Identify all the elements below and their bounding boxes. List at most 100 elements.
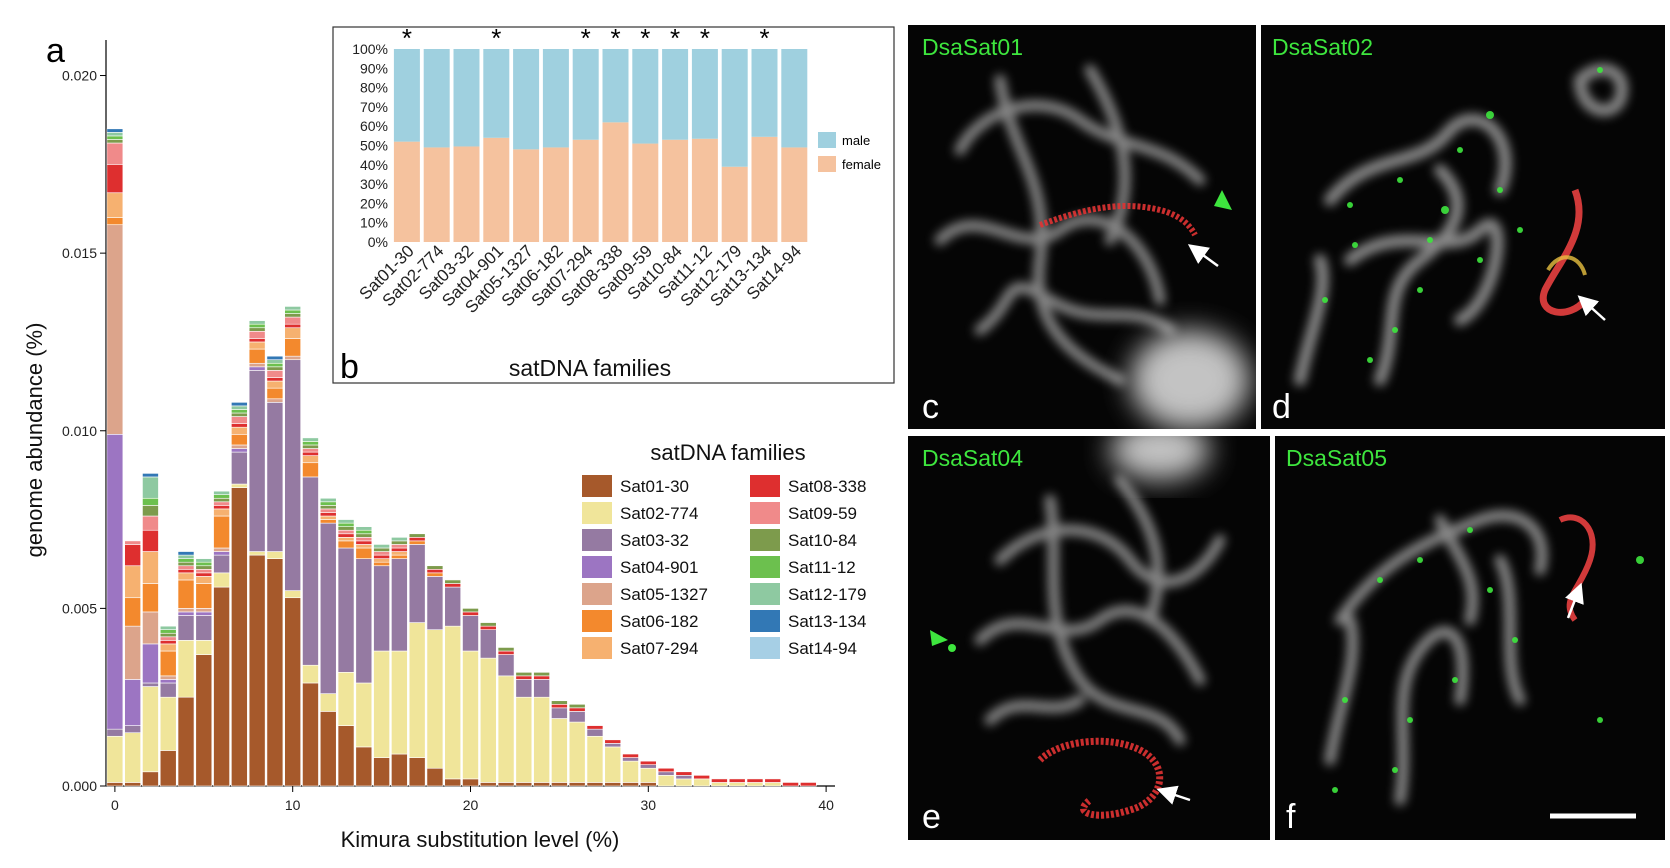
bar-segment-Sat07-294 [284, 327, 301, 339]
bar-segment-Sat03-32 [319, 522, 337, 694]
bar-segment-Sat08-338 [800, 782, 817, 787]
bar-segment-Sat07-294 [319, 515, 337, 520]
bar-segment-Sat13-134 [231, 402, 248, 407]
bar-segment-Sat02-774 [586, 735, 604, 783]
bar-segment-Sat06-182 [337, 540, 355, 549]
bar-segment-Sat04-901 [248, 366, 266, 371]
bar-segment-Sat12-179 [213, 490, 230, 496]
bar-segment-Sat12-179 [355, 526, 373, 531]
sex-ratio-bars [393, 49, 808, 242]
bar-segment-Sat07-294 [391, 551, 408, 556]
abundance-bars [106, 128, 817, 787]
legend-title: satDNA families [650, 440, 805, 465]
bar-segment-Sat11-12 [284, 309, 301, 314]
bar-segment-Sat03-32 [604, 743, 622, 748]
legend-label: Sat06-182 [620, 612, 698, 631]
bar-segment-Sat03-32 [142, 682, 159, 687]
bar-segment-Sat10-84 [266, 366, 284, 371]
bar-segment-Sat02-774 [213, 572, 230, 588]
bar-segment-Sat02-774 [444, 625, 462, 780]
legend-label: Sat04-901 [620, 558, 698, 577]
legend-swatch [750, 583, 780, 605]
bar-segment-Sat03-32 [551, 707, 568, 719]
bar-segment-Sat08-338 [657, 767, 675, 773]
bar-segment-Sat01-30 [604, 782, 622, 787]
bar-segment-Sat03-32 [373, 565, 390, 652]
bar-segment-Sat03-32 [284, 359, 301, 591]
legend-swatch [750, 529, 780, 551]
legend-swatch [750, 637, 780, 659]
significance-marks: * * * * * * * * [402, 23, 770, 53]
bar-segment-Sat11-12 [231, 409, 248, 414]
x-tick-label: 0 [111, 797, 119, 813]
bar-segment-Sat08-338 [479, 625, 497, 630]
significance-star: * [640, 23, 650, 53]
bar-segment-Sat07-294 [231, 426, 248, 435]
abundance-legend: satDNA families Sat01-30 Sat02-774 Sat03-3… [582, 440, 866, 659]
bar-segment-Sat01-30 [426, 767, 444, 787]
bar-segment-Sat07-294 [355, 544, 373, 549]
bar-segment-Sat05-1327 [106, 224, 124, 435]
micrograph-f-letter: f [1286, 798, 1296, 836]
bar-segment-Sat07-294 [159, 643, 177, 652]
bar-segment-Sat01-30 [462, 778, 479, 787]
bar-segment-Sat08-338 [782, 782, 799, 787]
bar-segment-Sat02-774 [568, 721, 586, 783]
percent-tick-label: 60% [360, 118, 388, 134]
bar-segment-Sat03-32 [444, 586, 462, 627]
bar-segment-Sat06-182 [391, 554, 408, 559]
abundance-x-label: Kimura substitution level (%) [341, 827, 620, 852]
bar-segment-Sat02-774 [640, 767, 657, 783]
bar-segment-Sat12-179 [106, 132, 124, 137]
bar-segment-Sat06-182 [355, 547, 373, 559]
bar-segment-Sat04-901 [124, 679, 141, 726]
bar-segment-Sat01-30 [106, 782, 124, 787]
bar-segment-Sat09-59 [124, 540, 141, 545]
bar-segment-Sat07-294 [213, 508, 230, 517]
ratio-bar-female [423, 147, 450, 242]
bar-segment-Sat06-182 [248, 348, 266, 364]
bar-segment-Sat05-1327 [248, 362, 266, 368]
bar-segment-Sat02-774 [284, 590, 301, 599]
bar-segment-Sat02-774 [355, 682, 373, 748]
bar-segment-Sat02-774 [462, 650, 479, 780]
significance-star: * [759, 23, 769, 53]
legend-label: Sat08-338 [788, 477, 866, 496]
bar-segment-Sat08-338 [693, 775, 710, 780]
bar-segment-Sat01-30 [533, 782, 550, 787]
bar-segment-Sat02-774 [231, 483, 248, 488]
bar-segment-Sat01-30 [408, 757, 426, 787]
bar-segment-Sat12-179 [142, 476, 159, 499]
bar-segment-Sat04-901 [231, 448, 248, 453]
bar-segment-Sat08-338 [373, 554, 390, 559]
bar-segment-Sat10-84 [337, 526, 355, 531]
ratio-bar-male [751, 49, 778, 137]
bar-segment-Sat03-32 [479, 629, 497, 659]
bar-segment-Sat09-59 [284, 316, 301, 325]
bar-segment-Sat08-338 [586, 725, 604, 730]
percent-tick-label: 20% [360, 195, 388, 211]
bar-segment-Sat10-84 [302, 444, 319, 449]
bar-segment-Sat13-134 [142, 473, 159, 478]
bar-segment-Sat06-182 [106, 217, 124, 226]
ratio-bar-male [632, 49, 659, 144]
bar-segment-Sat12-179 [195, 558, 213, 563]
bar-segment-Sat01-30 [302, 682, 319, 787]
ratio-legend-label: male [842, 133, 870, 148]
bar-segment-Sat01-30 [640, 782, 657, 787]
bar-segment-Sat06-182 [408, 540, 426, 545]
bar-segment-Sat11-12 [302, 441, 319, 446]
bar-segment-Sat02-774 [319, 693, 337, 712]
bar-segment-Sat04-901 [177, 611, 195, 616]
bar-segment-Sat10-84 [551, 700, 568, 705]
bar-segment-Sat08-338 [159, 640, 177, 645]
ratio-bar-male [453, 49, 480, 147]
ratio-bar-male [483, 49, 510, 138]
bar-segment-Sat10-84 [284, 313, 301, 318]
bar-segment-Sat01-30 [373, 757, 390, 787]
bar-segment-Sat01-30 [444, 778, 462, 787]
bar-segment-Sat02-774 [515, 696, 533, 783]
ratio-bar-male [393, 49, 420, 142]
percent-tick-label: 50% [360, 138, 388, 154]
bar-segment-Sat11-12 [142, 497, 159, 506]
